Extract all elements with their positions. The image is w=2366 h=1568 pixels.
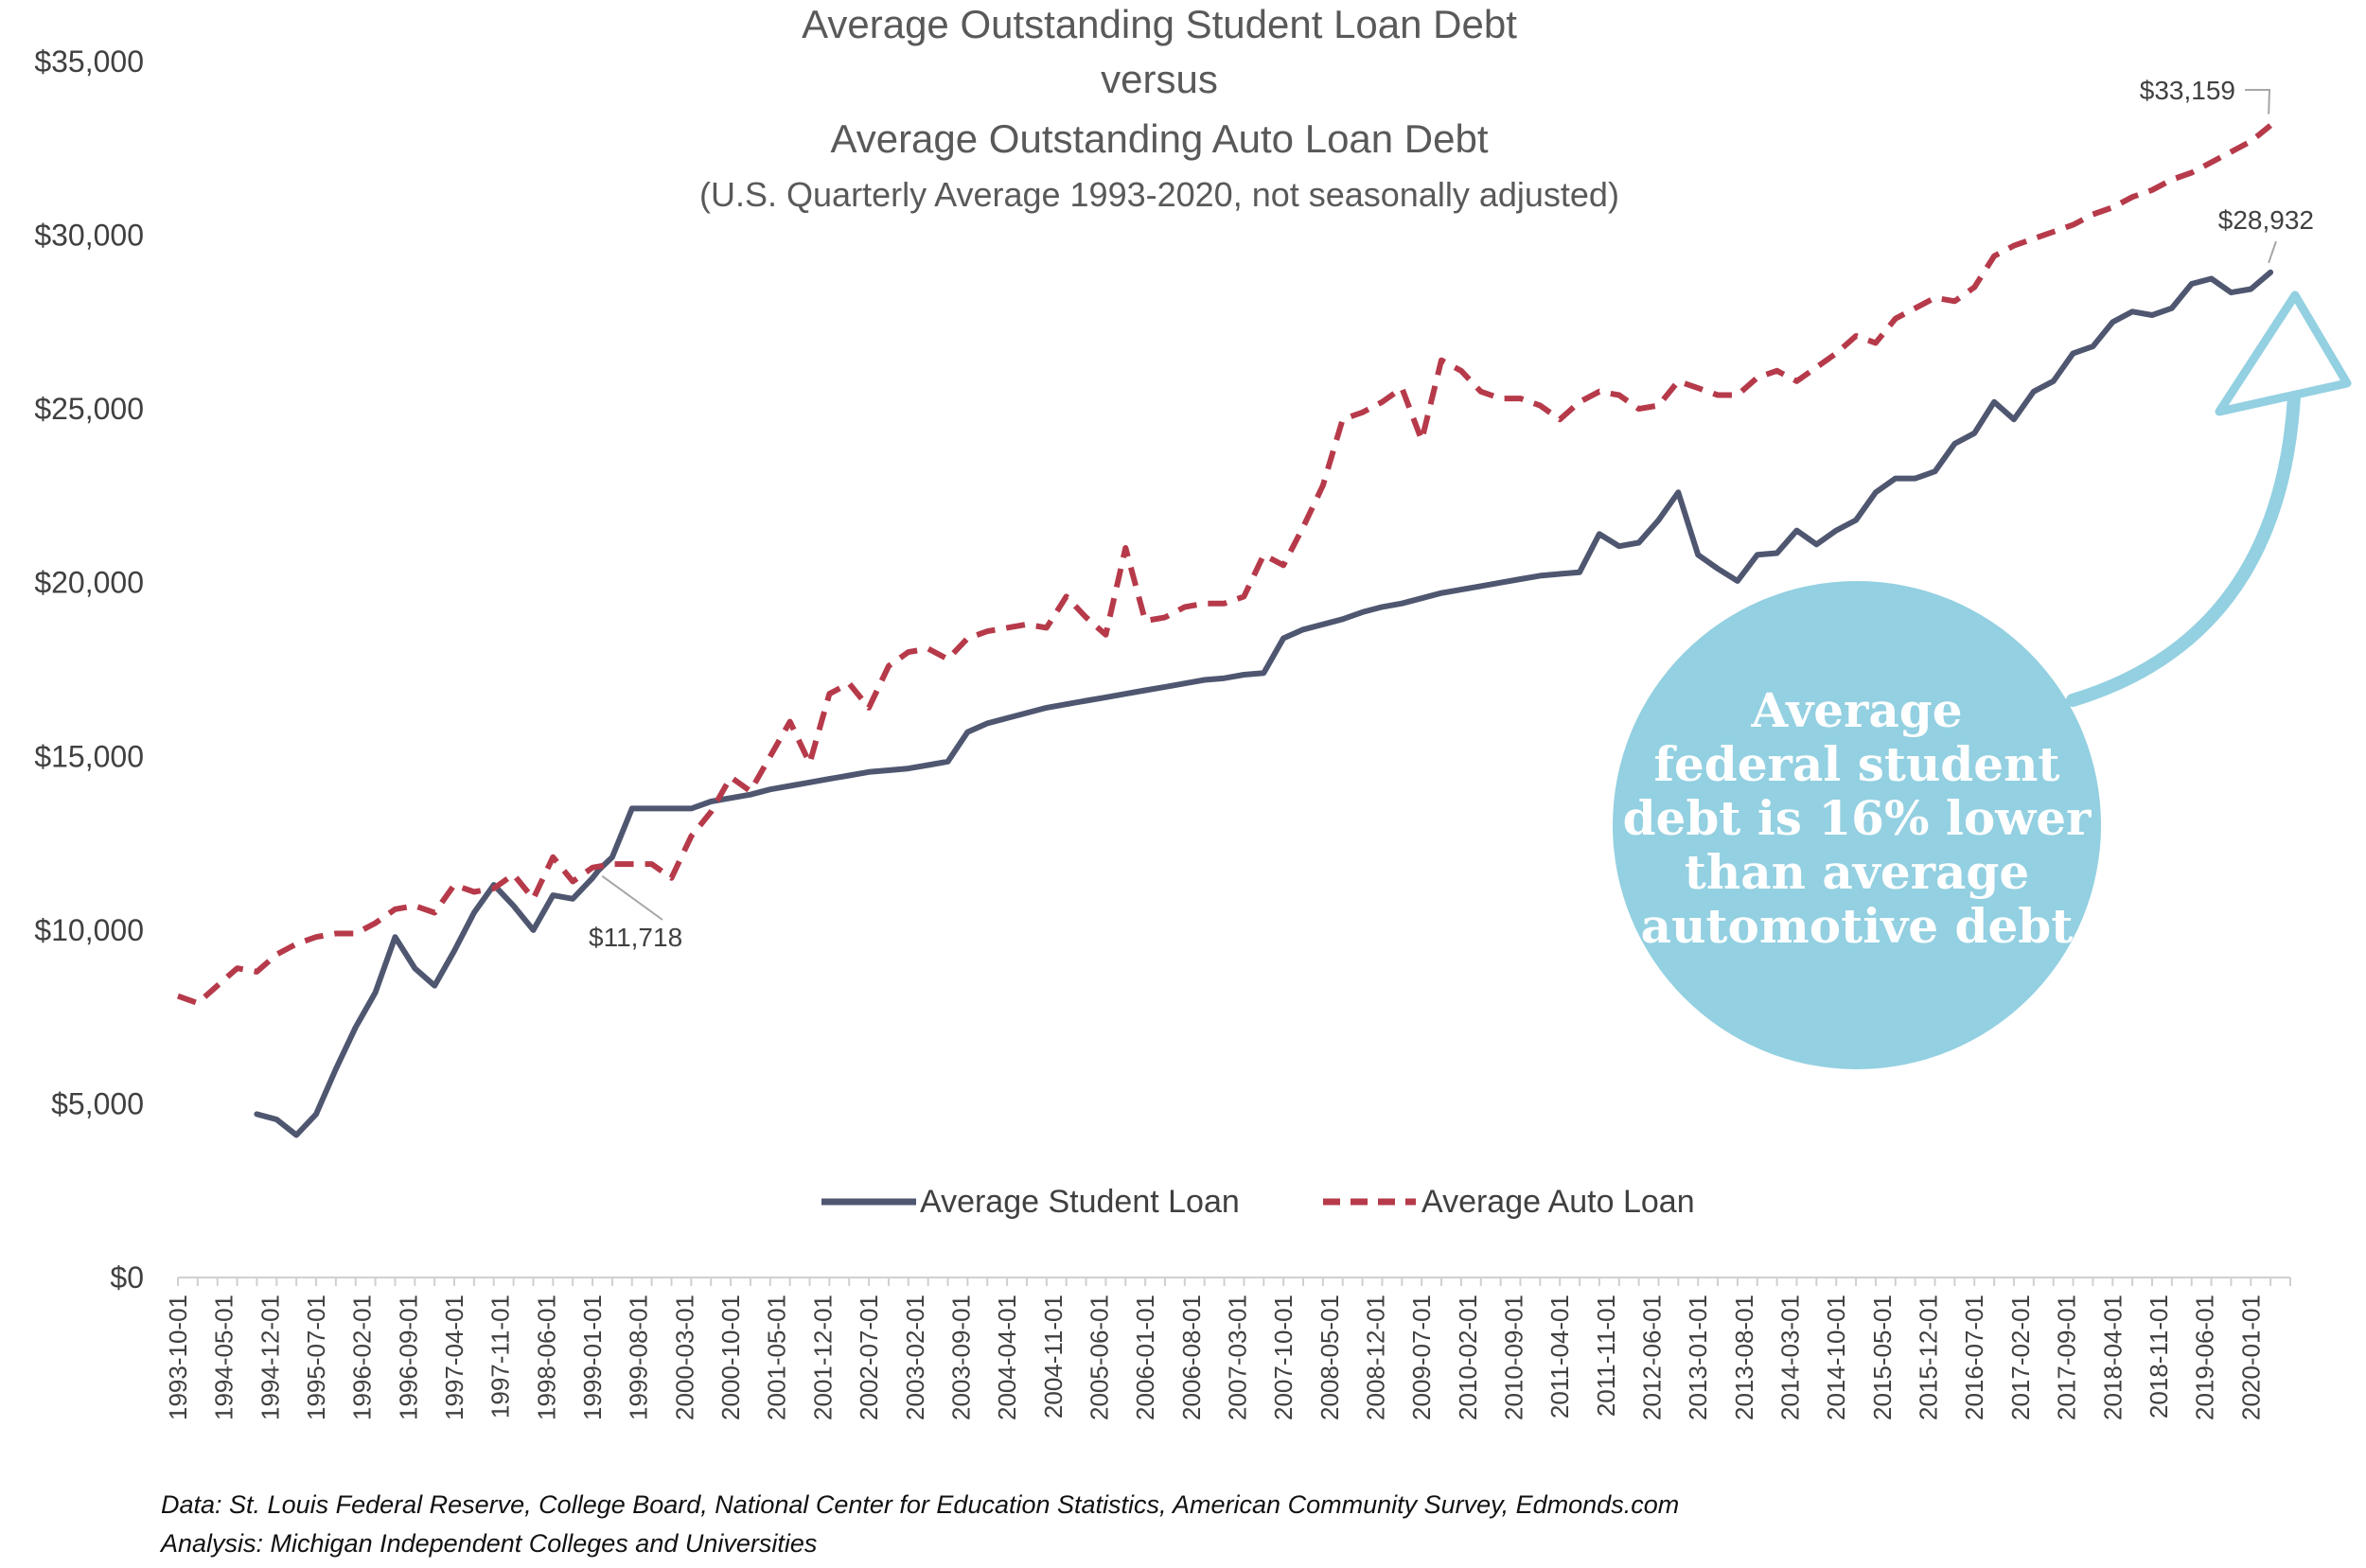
x-tick-label: 2012-06-01 [1638,1295,1667,1420]
x-tick-label: 2013-08-01 [1730,1295,1758,1420]
series-line-student-loan [254,269,2274,1138]
y-tick-label: $25,000 [34,392,144,426]
data-label-28932-leader [2268,240,2277,264]
chart-subtitle: (U.S. Quarterly Average 1993-2020, not s… [699,175,1619,214]
x-tick-label: 2009-07-01 [1407,1295,1436,1420]
y-tick-label: $10,000 [34,913,144,947]
x-tick-label: 2001-05-01 [763,1295,791,1420]
x-tick-label: 1998-06-01 [532,1295,560,1420]
x-tick-label: 1993-10-01 [164,1295,192,1420]
x-tick-label: 2005-06-01 [1085,1295,1113,1420]
x-tick-label: 2003-09-01 [946,1295,975,1420]
x-tick-label: 2013-01-01 [1684,1295,1712,1420]
x-tick-label: 2017-09-01 [2053,1295,2081,1420]
x-tick-label: 2010-02-01 [1454,1295,1482,1420]
x-tick-label: 2007-10-01 [1269,1295,1298,1420]
y-tick-label: $20,000 [34,566,144,600]
y-tick-label: $30,000 [34,219,144,253]
x-tick-label: 2003-02-01 [901,1295,929,1420]
x-tick-label: 2008-05-01 [1315,1295,1344,1420]
x-tick-label: 1997-04-01 [440,1295,468,1420]
x-tick-label: 1999-08-01 [625,1295,653,1420]
source-note: Data: St. Louis Federal Reserve, College… [161,1490,1679,1519]
x-tick-label: 2018-04-01 [2098,1295,2127,1420]
x-tick-label: 2019-06-01 [2191,1295,2219,1420]
x-tick-label: 2004-04-01 [993,1295,1021,1420]
data-label-11718-leader [601,874,663,921]
x-tick-label: 2004-11-01 [1039,1295,1068,1418]
legend-label-auto-loan: Average Auto Loan [1421,1184,1695,1220]
x-tick-label: 2000-10-01 [716,1295,745,1420]
x-tick-label: 2014-03-01 [1776,1295,1805,1420]
x-tick-label: 1994-05-01 [210,1295,238,1420]
title-line-3: Average Outstanding Auto Loan Debt [830,116,1488,161]
x-tick-label: 2011-11-01 [1592,1295,1620,1417]
title-line-1: Average Outstanding Student Loan Debt [802,2,1517,46]
data-label-11718: $11,718 [589,923,682,952]
x-tick-label: 2000-03-01 [670,1295,698,1420]
callout-circle [1613,581,2101,1069]
y-tick-label: $5,000 [51,1086,144,1120]
x-tick-label: 2011-04-01 [1545,1295,1574,1418]
series-layer: $11,718 $33,159 $28,932 [176,76,2314,1138]
x-tick-label: 2008-12-01 [1362,1295,1390,1420]
x-tick-label: 2006-08-01 [1177,1295,1206,1420]
callout-line: than average [1685,844,2029,900]
x-tick-label: 1997-11-01 [486,1295,515,1418]
x-tick-label: 2015-05-01 [1868,1295,1897,1420]
callout-arrow-shaft [2066,334,2303,707]
data-label-33159-leader [2245,89,2271,115]
x-tick-label: 2001-12-01 [808,1295,837,1420]
x-tick-label: 1996-09-01 [394,1295,422,1420]
y-tick-label: $35,000 [34,44,144,79]
legend-label-student-loan: Average Student Loan [920,1184,1240,1220]
x-tick-label: 2007-03-01 [1223,1295,1251,1420]
y-tick-label: $15,000 [34,739,144,773]
x-tick-label: 2002-07-01 [855,1295,883,1420]
callout-arrowhead [2215,291,2352,416]
x-tick-label: 1994-12-01 [256,1295,284,1420]
data-label-28932: $28,932 [2218,205,2314,235]
x-tick-label: 2006-01-01 [1131,1295,1159,1420]
x-tick-label: 1996-02-01 [348,1295,377,1420]
y-axis: $0 $5,000 $10,000 $15,000 $20,000 $25,000 $30,… [34,44,144,1295]
chart-title: Average Outstanding Student Loan Debt ve… [699,2,1619,214]
y-tick-label: $0 [110,1260,144,1295]
callout-line: federal student [1653,736,2059,792]
x-tick-label: 1999-01-01 [578,1295,607,1420]
x-tick-label: 1995-07-01 [302,1295,330,1420]
x-tick-label: 2017-02-01 [2006,1295,2035,1420]
analysis-note: Analysis: Michigan Independent Colleges … [159,1529,817,1558]
x-tick-label: 2015-12-01 [1915,1295,1943,1420]
callout-line: Average [1750,682,1962,738]
x-tick-label: 2018-11-01 [2145,1295,2173,1418]
title-line-2: versus [1101,57,1218,101]
footnotes: Data: St. Louis Federal Reserve, College… [159,1490,1679,1558]
x-tick-label: 2014-10-01 [1822,1295,1850,1420]
x-tick-label: 2020-01-01 [2236,1295,2265,1420]
data-label-33159: $33,159 [2140,76,2235,105]
x-tick-label: 2010-09-01 [1500,1295,1528,1420]
series-line-auto-loan [176,123,2272,1006]
legend: Average Student Loan Average Auto Loan [821,1184,1695,1220]
x-tick-label: 2016-07-01 [1960,1295,1988,1420]
callout-line: debt is 16% lower [1623,790,2092,846]
callout-line: automotive debt [1641,898,2074,954]
x-axis: 1993-10-01 1994-05-01 1994-12-01 1995-07-01… [164,1277,2291,1420]
